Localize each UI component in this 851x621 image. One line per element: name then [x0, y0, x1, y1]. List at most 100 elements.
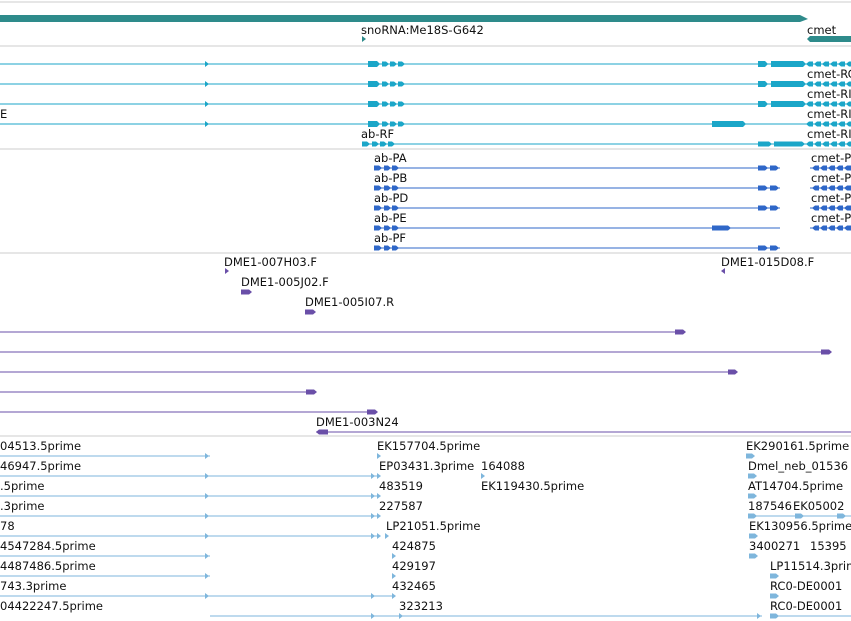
est-arrow	[205, 533, 209, 539]
protein-label[interactable]: ab-PD	[374, 191, 409, 205]
transcript-exon	[362, 141, 370, 147]
protein-exon	[392, 205, 399, 211]
est-block	[795, 513, 804, 519]
protein-label[interactable]: ab-PB	[374, 171, 408, 185]
est-label[interactable]: 46947.5prime	[0, 459, 82, 473]
est-block	[770, 613, 779, 619]
transcript-label[interactable]: cmet-RI	[807, 87, 851, 101]
est-label[interactable]: 15395	[810, 539, 847, 553]
clone-label[interactable]: DME1-005I07.R	[305, 295, 395, 309]
est-label[interactable]: 4547284.5prime	[0, 539, 96, 553]
transcript-label[interactable]: cmet-RI	[807, 127, 851, 141]
transcript-exon	[806, 61, 813, 67]
est-arrow	[377, 473, 381, 479]
est-label[interactable]: 04513.5prime	[0, 439, 82, 453]
transcript-label[interactable]: E	[0, 107, 8, 121]
est-label[interactable]: .5prime	[0, 479, 45, 493]
clone-label[interactable]: DME1-015D08.F	[721, 255, 815, 269]
transcript-label[interactable]: cmet-RI	[807, 107, 851, 121]
est-label[interactable]: AT14704.5prime	[748, 479, 844, 493]
transcript-label[interactable]: ab-RF	[361, 127, 395, 141]
transcript-exon	[830, 101, 837, 107]
transcript-exon	[390, 81, 397, 87]
est-label[interactable]: RC0-DE0001	[770, 599, 843, 613]
est-label[interactable]: RC0-DE0001	[770, 579, 843, 593]
transcript-exon	[846, 141, 851, 147]
protein-label[interactable]: ab-PF	[374, 231, 407, 245]
est-label[interactable]: 323213	[399, 599, 443, 613]
est-label[interactable]: EK157704.5prime	[377, 439, 481, 453]
est-label[interactable]: 227587	[379, 499, 423, 513]
est-block	[746, 453, 755, 459]
protein-exon	[770, 205, 779, 211]
est-arrow	[377, 453, 381, 459]
est-label[interactable]: .3prime	[0, 499, 45, 513]
est-label[interactable]: 04422247.5prime	[0, 599, 104, 613]
est-label[interactable]: EK119430.5prime	[481, 479, 585, 493]
est-arrow	[377, 533, 381, 539]
protein-exon	[374, 225, 382, 231]
protein-label[interactable]: cmet-P	[811, 191, 851, 205]
transcript-arrow	[205, 81, 209, 87]
est-arrow	[371, 473, 375, 479]
protein-exon	[812, 225, 819, 231]
transcript-exon	[398, 61, 405, 67]
transcript-exon	[380, 141, 387, 147]
est-arrow	[371, 613, 375, 619]
transcript-exon	[388, 141, 395, 147]
protein-exon	[392, 225, 399, 231]
est-label[interactable]: 743.3prime	[0, 579, 67, 593]
protein-exon	[758, 205, 768, 211]
protein-exon	[384, 185, 391, 191]
est-arrow	[399, 613, 403, 619]
protein-exon	[374, 205, 382, 211]
est-label[interactable]: 483519	[379, 479, 423, 493]
est-label[interactable]: 424875	[392, 539, 436, 553]
protein-label[interactable]: cmet-P	[811, 171, 851, 185]
transcript-exon	[830, 81, 837, 87]
protein-exon	[820, 185, 827, 191]
transcript-exon	[398, 81, 405, 87]
est-label[interactable]: 187546	[748, 499, 792, 513]
transcript-exon	[382, 81, 389, 87]
est-arrow	[205, 473, 209, 479]
est-label[interactable]: EK130956.5prime	[749, 519, 851, 533]
est-arrow	[385, 533, 389, 539]
transcript-exon	[814, 141, 821, 147]
transcript-label[interactable]: cmet-RC	[807, 67, 851, 81]
transcript-exon	[830, 121, 837, 127]
protein-exon	[820, 205, 827, 211]
protein-exon	[712, 225, 731, 231]
est-arrow	[377, 493, 381, 499]
est-label[interactable]: EP03431.3prime	[379, 459, 475, 473]
est-label[interactable]: EK05002	[793, 499, 845, 513]
est-label[interactable]: LP11514.3prime	[770, 559, 851, 573]
est-label[interactable]: 164088	[481, 459, 525, 473]
est-label[interactable]: 3400271	[749, 539, 801, 553]
est-label[interactable]: LP21051.5prime	[386, 519, 481, 533]
protein-exon	[758, 185, 768, 191]
transcript-exon	[846, 121, 851, 127]
protein-exon	[828, 225, 835, 231]
transcript-exon	[398, 101, 405, 107]
est-label[interactable]: 429197	[392, 559, 436, 573]
clone-label[interactable]: DME1-005J02.F	[241, 275, 329, 289]
protein-exon	[374, 185, 382, 191]
protein-label[interactable]: cmet-P	[811, 211, 851, 225]
transcript-exon	[814, 121, 821, 127]
protein-label[interactable]: ab-PA	[374, 151, 407, 165]
est-label[interactable]: EK290161.5prime	[746, 439, 850, 453]
protein-exon	[384, 225, 391, 231]
est-label[interactable]: 78	[0, 519, 15, 533]
est-label[interactable]: Dmel_neb_01536	[748, 459, 849, 473]
protein-label[interactable]: cmet-P	[811, 151, 851, 165]
est-label[interactable]: 4487486.5prime	[0, 559, 96, 573]
est-label[interactable]: 432465	[392, 579, 436, 593]
gene-label-snorna[interactable]: snoRNA:Me18S-G642	[361, 23, 484, 37]
clone-label[interactable]: DME1-007H03.F	[224, 255, 318, 269]
gene-label-cmet[interactable]: cmet	[807, 23, 837, 37]
transcript-exon	[771, 61, 806, 67]
clone-label[interactable]: DME1-003N24	[316, 415, 399, 429]
protein-label[interactable]: ab-PE	[374, 211, 407, 225]
